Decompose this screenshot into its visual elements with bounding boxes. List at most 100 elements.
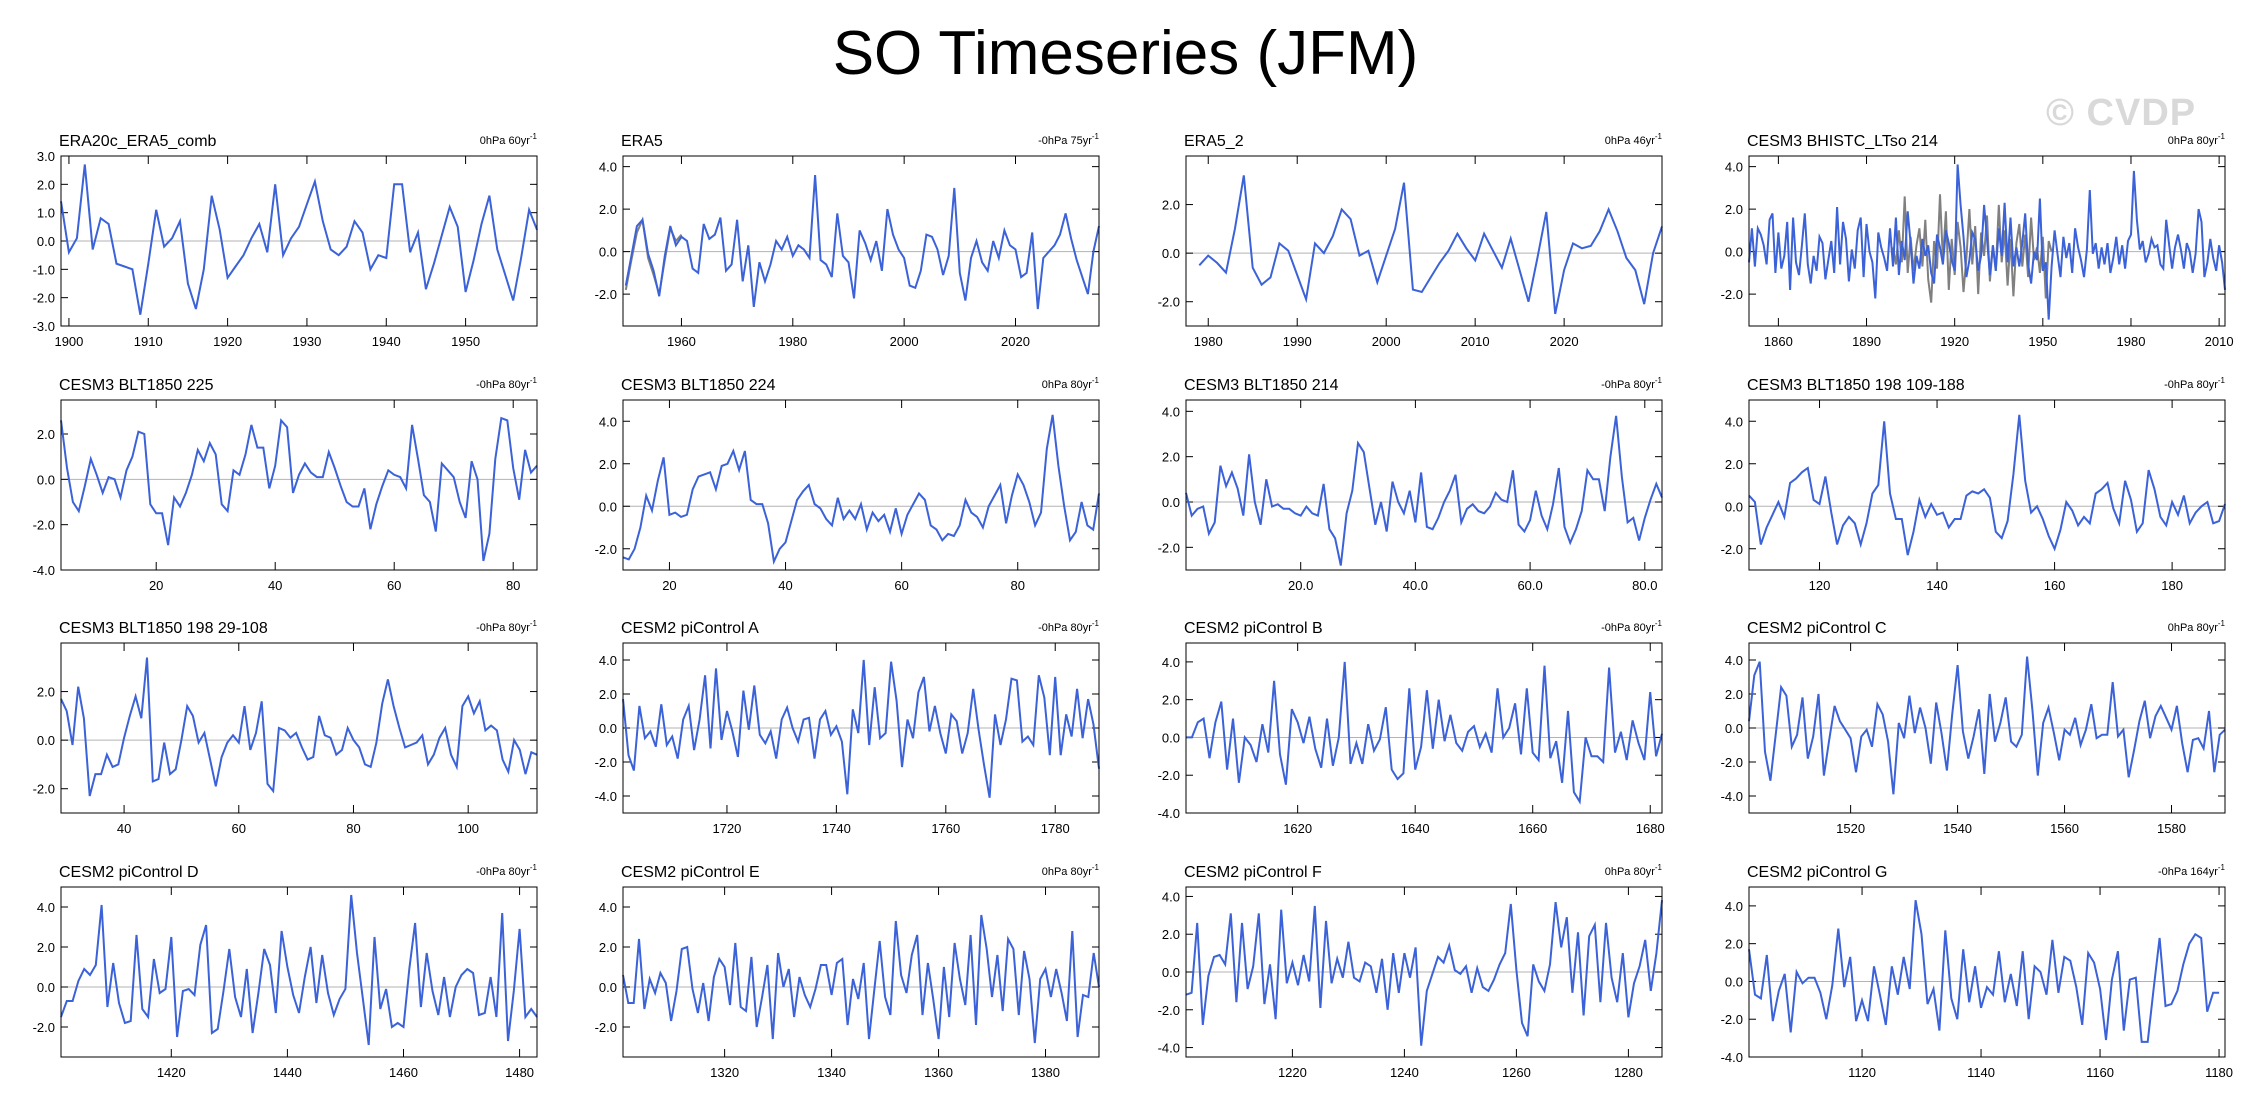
x-tick-label: 1680 [1636,821,1665,836]
panel-title: CESM2 piControl A [621,620,759,637]
x-tick-label: 1980 [778,334,807,349]
panel-title: ERA20c_ERA5_comb [59,133,217,150]
x-tick-label: 1910 [134,334,163,349]
plot-frame [622,399,1100,571]
series-line [1748,414,2226,556]
x-tick-label: 1320 [710,1065,739,1080]
y-tick-label: 4.0 [1162,889,1180,904]
y-tick-label: 2.0 [1162,693,1180,708]
y-tick-label: 0.0 [1725,721,1743,736]
x-tick-label: 1950 [2028,334,2057,349]
y-tick-label: -2.0 [1158,768,1180,783]
x-tick-label: 2010 [1461,334,1490,349]
x-tick-label: 40.0 [1403,578,1428,593]
x-tick-label: 1360 [924,1065,953,1080]
y-tick-label: 2.0 [37,427,55,442]
y-tick-label: 2.0 [1162,927,1180,942]
y-tick-label: -4.0 [1158,1041,1180,1056]
x-tick-label: 2020 [1001,334,1030,349]
watermark-logo: © CVDP [2046,92,2197,134]
y-tick-label: -2.0 [33,1020,55,1035]
y-tick-label: 2.0 [37,177,55,192]
x-tick-label: 1260 [1502,1065,1531,1080]
x-tick-label: 40 [778,578,792,593]
y-tick-label: 2.0 [1162,450,1180,465]
series-line [60,894,538,1046]
page-title: SO Timeseries (JFM) [832,19,1419,88]
x-tick-label: 80.0 [1632,578,1657,593]
panel-5: CESM3 BLT1850 225 -0hPa 80yr-1 2.0 0.0 -2.0 -… [33,376,538,593]
plot-frame [1185,155,1663,327]
x-tick-label: 80 [346,821,360,836]
y-tick-label: -2.0 [1158,1003,1180,1018]
y-tick-label: -2.0 [1721,755,1743,770]
y-tick-label: -2.0 [1721,1012,1743,1027]
panel-title: CESM2 piControl F [1184,864,1322,881]
panel-title: CESM3 BLT1850 198 29-108 [59,620,268,637]
y-tick-label: -4.0 [1158,806,1180,821]
panel-16: CESM2 piControl G -0hPa 164yr-1 4.0 2.0 0.0 -… [1721,863,2233,1080]
y-tick-label: 2.0 [599,457,617,472]
plot-frame [60,399,538,571]
series-line [60,657,538,797]
x-tick-label: 1940 [372,334,401,349]
y-tick-label: 0.0 [599,245,617,260]
note-superscript: -1 [2218,132,2226,141]
plot-frame [622,155,1100,327]
x-tick-label: 1930 [292,334,321,349]
plot-frame [1748,886,2226,1058]
y-tick-label: 4.0 [1725,653,1743,668]
y-tick-label: 3.0 [37,149,55,164]
x-tick-label: 120 [1809,578,1831,593]
series-line [1185,900,1663,1046]
panel-note: -0hPa 80yr-1 [1038,619,1099,634]
panel-note: 0hPa 60yr-1 [480,132,538,147]
x-tick-label: 1240 [1390,1065,1419,1080]
y-tick-label: 4.0 [599,414,617,429]
panel-7: CESM3 BLT1850 214 -0hPa 80yr-1 4.0 2.0 0.0 -2… [1158,376,1663,593]
note-superscript: -1 [530,132,538,141]
x-tick-label: 1620 [1283,821,1312,836]
x-tick-label: 100 [457,821,479,836]
note-superscript: -1 [1655,863,1663,872]
x-tick-label: 1960 [667,334,696,349]
panel-title: CESM2 piControl B [1184,620,1323,637]
plot-frame [1185,399,1663,571]
panel-3: ERA5_2 0hPa 46yr-1 2.0 0.0 -2.0 1980 1990 2000 2… [1158,132,1663,349]
panel-note: -0hPa 80yr-1 [1601,376,1662,391]
y-tick-label: 0.0 [1162,495,1180,510]
y-tick-label: -2.0 [33,518,55,533]
panel-note: 0hPa 80yr-1 [2168,132,2226,147]
x-tick-label: 1120 [1848,1065,1876,1080]
x-tick-label: 1990 [1283,334,1312,349]
y-tick-label: -4.0 [1721,1050,1743,1065]
note-superscript: -1 [1655,619,1663,628]
x-tick-label: 180 [2161,578,2183,593]
y-tick-label: 4.0 [1725,414,1743,429]
x-tick-label: 1180 [2205,1065,2233,1080]
y-tick-label: -2.0 [1158,295,1180,310]
note-superscript: -1 [1092,132,1100,141]
overlay-series-line [1892,194,2053,303]
x-tick-label: 60 [894,578,908,593]
x-tick-label: 40 [268,578,282,593]
series-line [622,914,1100,1044]
plot-frame [1748,399,2226,571]
y-tick-label: 4.0 [599,900,617,915]
x-tick-label: 1440 [273,1065,302,1080]
panel-title: CESM2 piControl E [621,864,760,881]
note-superscript: -1 [1655,132,1663,141]
y-tick-label: -2.0 [595,755,617,770]
panel-9: CESM3 BLT1850 198 29-108 -0hPa 80yr-1 2.0 0… [33,619,538,836]
panel-note: -0hPa 80yr-1 [476,619,537,634]
note-superscript: -1 [1092,863,1100,872]
series-line [60,416,538,562]
x-tick-label: 1380 [1031,1065,1060,1080]
series-line [1748,656,2226,795]
panel-title: CESM3 BLT1850 225 [59,377,214,394]
note-superscript: -1 [2218,619,2226,628]
y-tick-label: -2.0 [1721,287,1743,302]
panel-12: CESM2 piControl C 0hPa 80yr-1 4.0 2.0 0.0 -2.… [1721,619,2226,836]
x-tick-label: 1980 [2117,334,2146,349]
